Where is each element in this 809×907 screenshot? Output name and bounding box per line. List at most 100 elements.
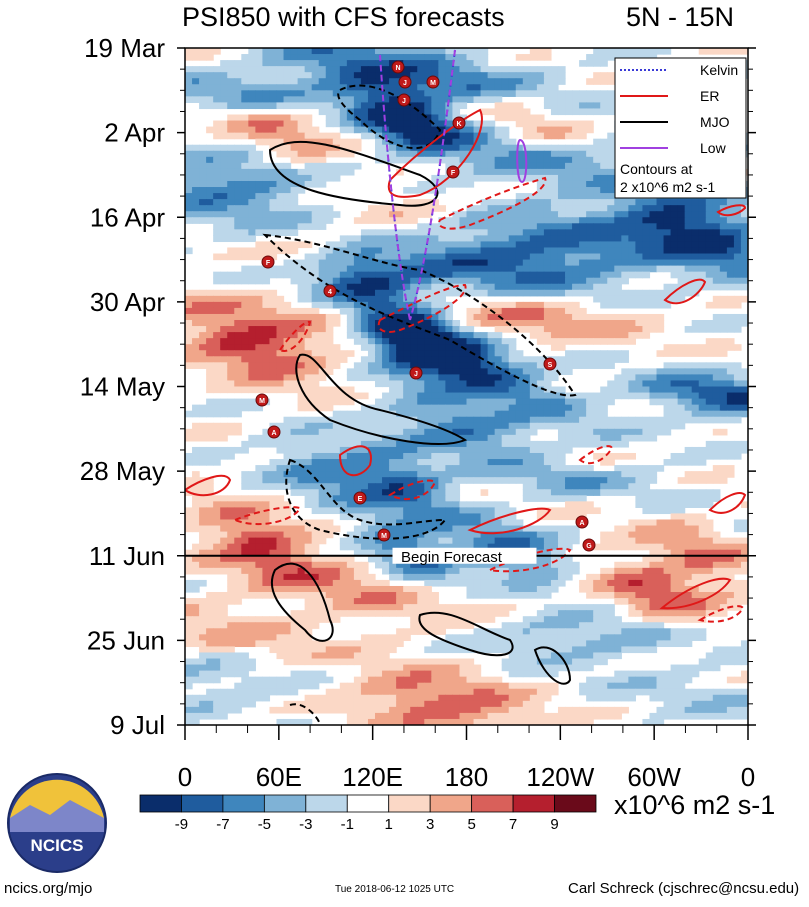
field-cell — [269, 138, 278, 146]
field-cell — [494, 259, 503, 267]
field-cell — [213, 519, 221, 527]
field-cell — [480, 307, 489, 315]
field-cell — [452, 132, 461, 140]
field-cell — [543, 162, 552, 170]
field-cell — [255, 338, 264, 345]
field-cell — [206, 48, 214, 55]
field-cell — [536, 471, 545, 478]
field-cell — [339, 356, 348, 363]
field-cell — [269, 501, 278, 508]
field-cell — [557, 320, 566, 327]
field-cell — [529, 398, 538, 406]
field-cell — [417, 150, 425, 158]
field-cell — [241, 501, 249, 508]
field-cell — [206, 446, 214, 454]
field-cell — [290, 356, 299, 363]
field-cell — [318, 313, 327, 321]
field-cell — [529, 495, 538, 502]
field-cell — [445, 271, 454, 279]
field-cell — [705, 398, 714, 406]
field-cell — [424, 459, 432, 466]
field-cell — [192, 72, 200, 79]
field-cell — [318, 434, 327, 442]
field-cell — [494, 356, 503, 363]
field-cell — [269, 48, 278, 55]
field-cell — [424, 132, 432, 140]
field-cell — [269, 96, 278, 104]
field-cell — [473, 356, 482, 363]
field-cell — [220, 102, 228, 110]
field-cell — [339, 265, 348, 273]
field-cell — [403, 356, 411, 363]
field-cell — [438, 477, 446, 484]
field-cell — [579, 241, 587, 249]
field-cell — [677, 229, 686, 236]
field-cell — [424, 247, 432, 255]
field-cell — [417, 386, 425, 394]
field-cell — [515, 205, 524, 212]
field-cell — [206, 156, 214, 164]
field-cell — [529, 374, 538, 382]
field-cell — [719, 229, 728, 236]
field-cell — [719, 398, 728, 406]
field-cell — [600, 60, 608, 67]
field-cell — [593, 477, 601, 484]
field-cell — [452, 495, 461, 502]
field-cell — [557, 241, 566, 249]
field-cell — [719, 477, 728, 484]
field-cell — [199, 72, 207, 79]
field-cell — [438, 434, 446, 442]
field-cell — [593, 229, 601, 236]
field-cell — [283, 422, 292, 430]
field-cell — [515, 326, 524, 333]
field-cell — [501, 277, 510, 285]
field-cell — [684, 326, 693, 333]
field-cell — [403, 66, 411, 73]
field-cell — [557, 265, 566, 273]
field-cell — [234, 356, 242, 363]
field-cell — [269, 459, 278, 466]
field-cell — [248, 150, 256, 158]
field-cell — [389, 253, 397, 261]
field-cell — [318, 465, 327, 472]
field-cell — [396, 483, 404, 490]
field-cell — [473, 78, 482, 85]
field-cell — [452, 223, 461, 230]
field-cell — [297, 126, 306, 134]
field-cell — [255, 483, 264, 490]
field-cell — [522, 199, 531, 206]
field-cell — [304, 440, 313, 448]
field-cell — [466, 422, 475, 430]
field-cell — [621, 277, 629, 285]
field-cell — [318, 356, 327, 363]
field-cell — [529, 289, 538, 297]
field-cell — [375, 356, 383, 363]
field-cell — [480, 465, 489, 472]
field-cell — [705, 217, 714, 224]
field-cell — [480, 90, 489, 97]
field-cell — [206, 356, 214, 363]
field-cell — [227, 156, 235, 164]
field-cell — [635, 465, 644, 472]
field-cell — [206, 332, 214, 339]
field-cell — [466, 428, 475, 436]
field-cell — [628, 253, 636, 261]
field-cell — [586, 471, 594, 478]
field-cell — [529, 253, 538, 261]
field-cell — [353, 289, 362, 297]
field-cell — [375, 465, 383, 472]
field-cell — [410, 489, 418, 496]
field-cell — [192, 193, 200, 200]
field-cell — [367, 326, 376, 333]
field-cell — [424, 362, 432, 369]
field-cell — [410, 440, 418, 448]
field-cell — [311, 356, 320, 363]
field-cell — [269, 265, 278, 273]
field-cell — [185, 66, 193, 73]
field-cell — [445, 404, 454, 412]
field-cell — [424, 108, 432, 116]
field-cell — [375, 313, 383, 321]
field-cell — [367, 132, 376, 140]
field-cell — [297, 120, 306, 128]
field-cell — [508, 78, 517, 85]
